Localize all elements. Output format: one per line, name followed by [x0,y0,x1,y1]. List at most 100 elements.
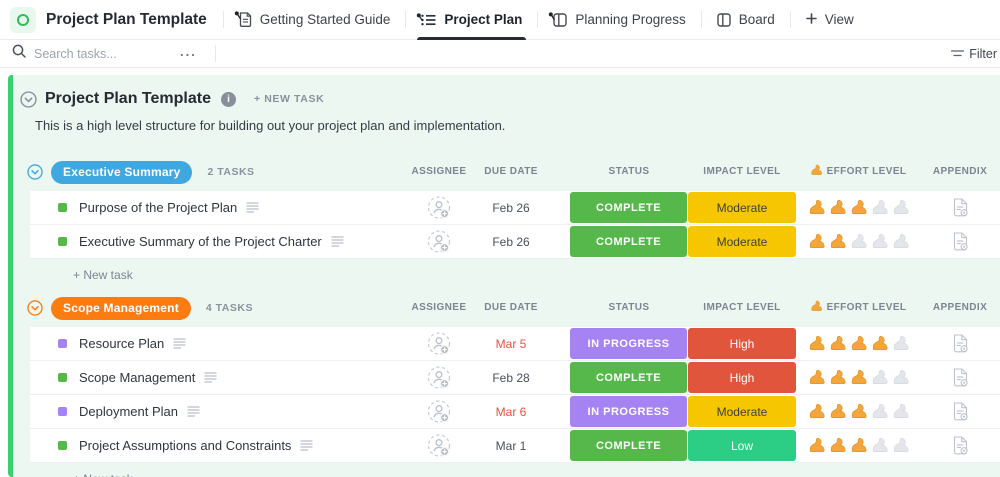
add-task-button[interactable]: + New task [73,268,133,282]
column-header-impact[interactable]: IMPACT LEVEL [688,166,796,177]
assignee-add-icon[interactable] [426,365,452,391]
impact-level-badge[interactable]: High [688,362,796,393]
task-status-dot[interactable] [58,237,67,246]
divider [789,11,791,28]
status-badge[interactable]: IN PROGRESS [570,396,687,427]
assignee-add-icon[interactable] [426,195,452,221]
column-label: IMPACT LEVEL [703,166,781,178]
task-status-dot[interactable] [58,407,67,416]
task-description-icon[interactable] [331,236,344,247]
appendix-cell [920,368,1000,387]
due-date[interactable]: Mar 1 [495,438,527,453]
column-header-effort[interactable]: EFFORT LEVEL [796,164,920,179]
impact-level-badge[interactable]: Moderate [688,192,796,223]
effort-level-rating[interactable] [796,369,920,386]
tab-getting-started-guide[interactable]: Getting Started Guide [224,0,406,40]
effort-level-rating[interactable] [796,335,920,352]
status-badge[interactable]: COMPLETE [570,226,687,257]
column-label: IMPACT LEVEL [703,302,781,314]
impact-level-badge[interactable]: High [688,328,796,359]
task-status-dot[interactable] [58,373,67,382]
effort-level-rating[interactable] [796,437,920,454]
appendix-document-icon[interactable] [952,402,969,421]
appendix-document-icon[interactable] [952,368,969,387]
task-name[interactable]: Purpose of the Project Plan [79,200,238,215]
group-status-pill[interactable]: Scope Management [51,296,191,320]
status-badge[interactable]: COMPLETE [570,362,687,393]
effort-level-rating[interactable] [796,403,920,420]
tab-project-plan[interactable]: Project Plan [406,0,537,40]
column-header-appendix[interactable]: APPENDIX [920,302,1000,313]
task-row[interactable]: Scope Management Feb 28 COMPLETE High [30,361,1000,395]
assignee-add-icon[interactable] [426,229,452,255]
tab-board[interactable]: Board [702,0,790,40]
task-name[interactable]: Scope Management [79,370,196,385]
task-description-icon[interactable] [246,202,259,213]
impact-level-badge[interactable]: Moderate [688,226,796,257]
column-header-appendix[interactable]: APPENDIX [920,166,1000,177]
collapse-list-icon[interactable] [20,90,37,108]
status-cell: IN PROGRESS [570,395,688,428]
appendix-document-icon[interactable] [952,436,969,455]
task-row[interactable]: Resource Plan Mar 5 IN PROGRESS High [30,327,1000,361]
column-header-due[interactable]: DUE DATE [468,166,554,177]
task-status-dot[interactable] [58,203,67,212]
impact-cell: Moderate [688,395,796,428]
due-date-cell: Feb 28 [468,371,554,385]
column-header-assignee[interactable]: ASSIGNEE [410,166,468,177]
column-header-status[interactable]: STATUS [570,166,688,177]
status-badge[interactable]: COMPLETE [570,192,687,223]
impact-level-badge[interactable]: Low [688,430,796,461]
assignee-add-icon[interactable] [426,331,452,357]
due-date[interactable]: Feb 26 [492,200,530,215]
column-header-impact[interactable]: IMPACT LEVEL [688,302,796,313]
task-row[interactable]: Purpose of the Project Plan Feb 26 COMPL… [30,191,1000,225]
task-description-icon[interactable] [173,338,186,349]
task-name[interactable]: Executive Summary of the Project Charter [79,234,322,249]
new-task-button[interactable]: + NEW TASK [253,93,325,105]
task-status-dot[interactable] [58,339,67,348]
column-header-status[interactable]: STATUS [570,302,688,313]
collapse-group-icon[interactable] [27,300,43,316]
due-date[interactable]: Feb 28 [492,370,530,385]
group-status-pill[interactable]: Executive Summary [51,160,193,184]
status-badge[interactable]: IN PROGRESS [570,328,687,359]
impact-level-badge[interactable]: Moderate [688,396,796,427]
status-badge[interactable]: COMPLETE [570,430,687,461]
list-logo-icon[interactable] [10,6,36,33]
more-options-icon[interactable]: ... [180,44,197,59]
add-task-button[interactable]: + New task [73,463,1000,477]
task-description-icon[interactable] [204,372,217,383]
appendix-document-icon[interactable] [952,232,969,251]
filter-button[interactable]: Filter [951,47,998,61]
task-description-icon[interactable] [187,406,200,417]
impact-cell: High [688,327,796,360]
task-name[interactable]: Deployment Plan [79,404,178,419]
task-name[interactable]: Project Assumptions and Constraints [79,438,292,453]
collapse-group-icon[interactable] [27,164,43,180]
due-date[interactable]: Mar 5 [495,336,527,351]
effort-level-rating[interactable] [796,233,920,250]
due-date[interactable]: Feb 26 [492,234,530,249]
task-name[interactable]: Resource Plan [79,336,165,351]
appendix-document-icon[interactable] [952,198,969,217]
tab-planning-progress[interactable]: Planning Progress [538,0,700,40]
task-status-dot[interactable] [58,441,67,450]
task-row[interactable]: Executive Summary of the Project Charter… [30,225,1000,259]
search-input[interactable]: Search tasks... [34,46,117,61]
appendix-document-icon[interactable] [952,334,969,353]
assignee-add-icon[interactable] [426,433,452,459]
assignee-add-icon[interactable] [426,399,452,425]
info-icon[interactable] [220,91,236,107]
add-view-button[interactable]: View [791,0,869,40]
task-description-icon[interactable] [300,440,313,451]
column-header-assignee[interactable]: ASSIGNEE [410,302,468,313]
due-date[interactable]: Mar 6 [495,404,527,419]
effort-level-rating[interactable] [796,199,920,216]
column-label: DUE DATE [484,302,538,314]
column-header-effort[interactable]: EFFORT LEVEL [796,300,920,315]
column-header-due[interactable]: DUE DATE [468,302,554,313]
task-row[interactable]: Project Assumptions and Constraints Mar … [30,429,1000,463]
group-list: Executive Summary 2 TASKS ASSIGNEE DUE DA… [13,160,1000,477]
task-row[interactable]: Deployment Plan Mar 6 IN PROGRESS Modera… [30,395,1000,429]
